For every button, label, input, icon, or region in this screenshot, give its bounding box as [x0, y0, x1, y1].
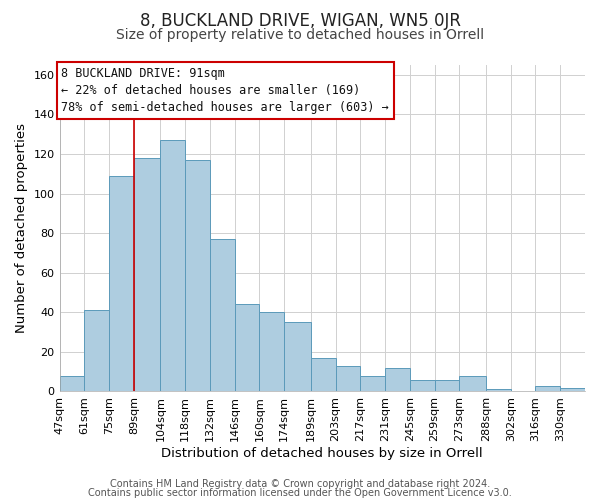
Bar	[85, 310, 109, 392]
Bar	[134, 158, 160, 392]
Text: 8 BUCKLAND DRIVE: 91sqm
← 22% of detached houses are smaller (169)
78% of semi-d: 8 BUCKLAND DRIVE: 91sqm ← 22% of detache…	[61, 67, 389, 114]
Bar	[460, 376, 486, 392]
Bar	[410, 380, 434, 392]
Bar	[109, 176, 134, 392]
Bar	[335, 366, 361, 392]
Bar	[160, 140, 185, 392]
Text: Size of property relative to detached houses in Orrell: Size of property relative to detached ho…	[116, 28, 484, 42]
Bar	[560, 388, 585, 392]
Bar	[235, 304, 259, 392]
Bar	[311, 358, 335, 392]
Bar	[210, 239, 235, 392]
Bar	[259, 312, 284, 392]
Bar	[486, 390, 511, 392]
Bar	[185, 160, 210, 392]
Bar	[535, 386, 560, 392]
X-axis label: Distribution of detached houses by size in Orrell: Distribution of detached houses by size …	[161, 447, 483, 460]
Y-axis label: Number of detached properties: Number of detached properties	[15, 123, 28, 333]
Bar	[361, 376, 385, 392]
Text: 8, BUCKLAND DRIVE, WIGAN, WN5 0JR: 8, BUCKLAND DRIVE, WIGAN, WN5 0JR	[139, 12, 461, 30]
Bar	[434, 380, 460, 392]
Text: Contains public sector information licensed under the Open Government Licence v3: Contains public sector information licen…	[88, 488, 512, 498]
Bar	[59, 376, 85, 392]
Bar	[284, 322, 311, 392]
Text: Contains HM Land Registry data © Crown copyright and database right 2024.: Contains HM Land Registry data © Crown c…	[110, 479, 490, 489]
Bar	[385, 368, 410, 392]
